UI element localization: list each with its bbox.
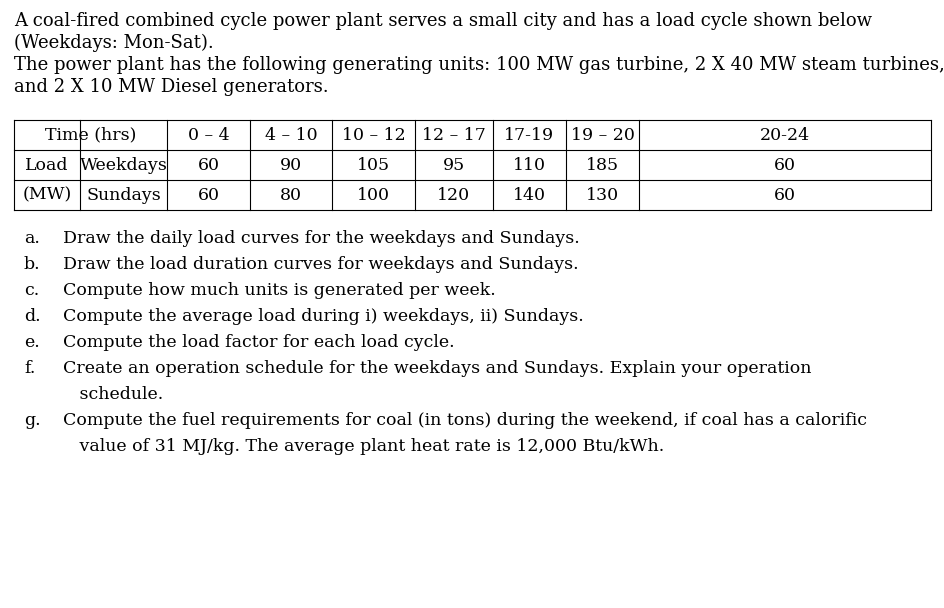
- Text: and 2 X 10 MW Diesel generators.: and 2 X 10 MW Diesel generators.: [14, 78, 329, 96]
- Text: 100: 100: [357, 187, 390, 204]
- Text: Compute how much units is generated per week.: Compute how much units is generated per …: [52, 282, 496, 299]
- Text: e.: e.: [24, 334, 40, 351]
- Text: The power plant has the following generating units: 100 MW gas turbine, 2 X 40 M: The power plant has the following genera…: [14, 56, 944, 74]
- Text: (MW): (MW): [23, 187, 72, 204]
- Text: g.: g.: [24, 412, 41, 429]
- Text: Weekdays: Weekdays: [79, 156, 167, 173]
- Text: 17-19: 17-19: [504, 126, 554, 143]
- Text: schedule.: schedule.: [52, 386, 163, 403]
- Text: 95: 95: [442, 156, 464, 173]
- Text: b.: b.: [24, 256, 41, 273]
- Text: 60: 60: [773, 156, 796, 173]
- Text: Draw the daily load curves for the weekdays and Sundays.: Draw the daily load curves for the weekd…: [52, 230, 579, 247]
- Text: Draw the load duration curves for weekdays and Sundays.: Draw the load duration curves for weekda…: [52, 256, 578, 273]
- Text: 185: 185: [585, 156, 618, 173]
- Text: 140: 140: [513, 187, 546, 204]
- Text: value of 31 MJ/kg. The average plant heat rate is 12,000 Btu/kWh.: value of 31 MJ/kg. The average plant hea…: [52, 438, 664, 455]
- Text: 60: 60: [773, 187, 796, 204]
- Text: 10 – 12: 10 – 12: [341, 126, 405, 143]
- Text: 4 – 10: 4 – 10: [264, 126, 317, 143]
- Text: 12 – 17: 12 – 17: [421, 126, 485, 143]
- Text: 60: 60: [197, 187, 219, 204]
- Text: 90: 90: [279, 156, 302, 173]
- Text: 120: 120: [437, 187, 470, 204]
- Text: Load: Load: [25, 156, 69, 173]
- Text: Create an operation schedule for the weekdays and Sundays. Explain your operatio: Create an operation schedule for the wee…: [52, 360, 811, 377]
- Text: 60: 60: [197, 156, 219, 173]
- Text: 20-24: 20-24: [759, 126, 809, 143]
- Text: 0 – 4: 0 – 4: [188, 126, 229, 143]
- Text: 80: 80: [279, 187, 302, 204]
- Text: A coal-fired combined cycle power plant serves a small city and has a load cycle: A coal-fired combined cycle power plant …: [14, 12, 871, 30]
- Text: 130: 130: [585, 187, 618, 204]
- Text: Time (hrs): Time (hrs): [44, 126, 136, 143]
- Text: Sundays: Sundays: [86, 187, 160, 204]
- Text: c.: c.: [24, 282, 40, 299]
- Text: Compute the fuel requirements for coal (in tons) during the weekend, if coal has: Compute the fuel requirements for coal (…: [52, 412, 866, 429]
- Text: d.: d.: [24, 308, 41, 325]
- Text: Compute the average load during i) weekdays, ii) Sundays.: Compute the average load during i) weekd…: [52, 308, 583, 325]
- Text: a.: a.: [24, 230, 40, 247]
- Text: 19 – 20: 19 – 20: [570, 126, 634, 143]
- Text: f.: f.: [24, 360, 35, 377]
- Text: (Weekdays: Mon-Sat).: (Weekdays: Mon-Sat).: [14, 34, 213, 52]
- Text: 110: 110: [513, 156, 546, 173]
- Text: Compute the load factor for each load cycle.: Compute the load factor for each load cy…: [52, 334, 454, 351]
- Text: 105: 105: [357, 156, 390, 173]
